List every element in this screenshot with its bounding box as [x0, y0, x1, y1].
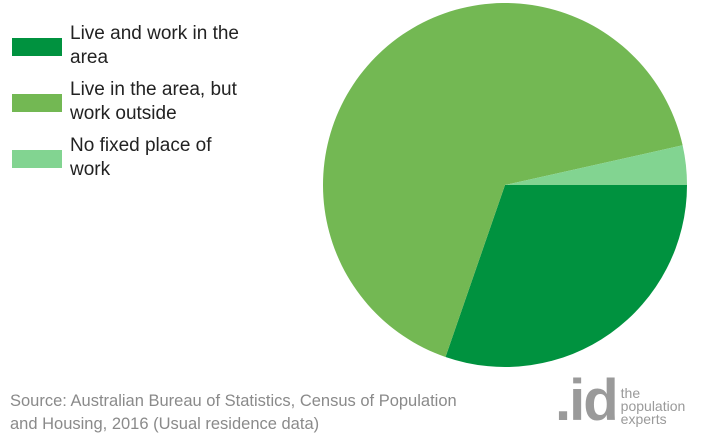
pie-slice — [323, 2, 683, 358]
legend: Live and work in the area Live in the are… — [12, 22, 255, 190]
legend-swatch — [12, 38, 62, 56]
legend-label: Live in the area, but work outside — [70, 79, 237, 124]
legend-label: No fixed place of work — [70, 135, 212, 180]
legend-label: Live and work in the area — [70, 23, 239, 68]
logo-tagline: the population experts — [620, 385, 686, 427]
legend-swatch — [12, 150, 62, 168]
legend-item: Live in the area, but work outside — [12, 78, 255, 126]
legend-item: No fixed place of work — [12, 134, 255, 182]
legend-swatch — [12, 94, 62, 112]
pie-slice — [505, 145, 687, 185]
logo: .id the population experts — [555, 372, 701, 430]
source-note: Source: Australian Bureau of Statistics,… — [10, 392, 457, 433]
legend-item: Live and work in the area — [12, 22, 255, 70]
pie-slice — [445, 185, 687, 367]
logo-mark: .id — [555, 368, 619, 433]
